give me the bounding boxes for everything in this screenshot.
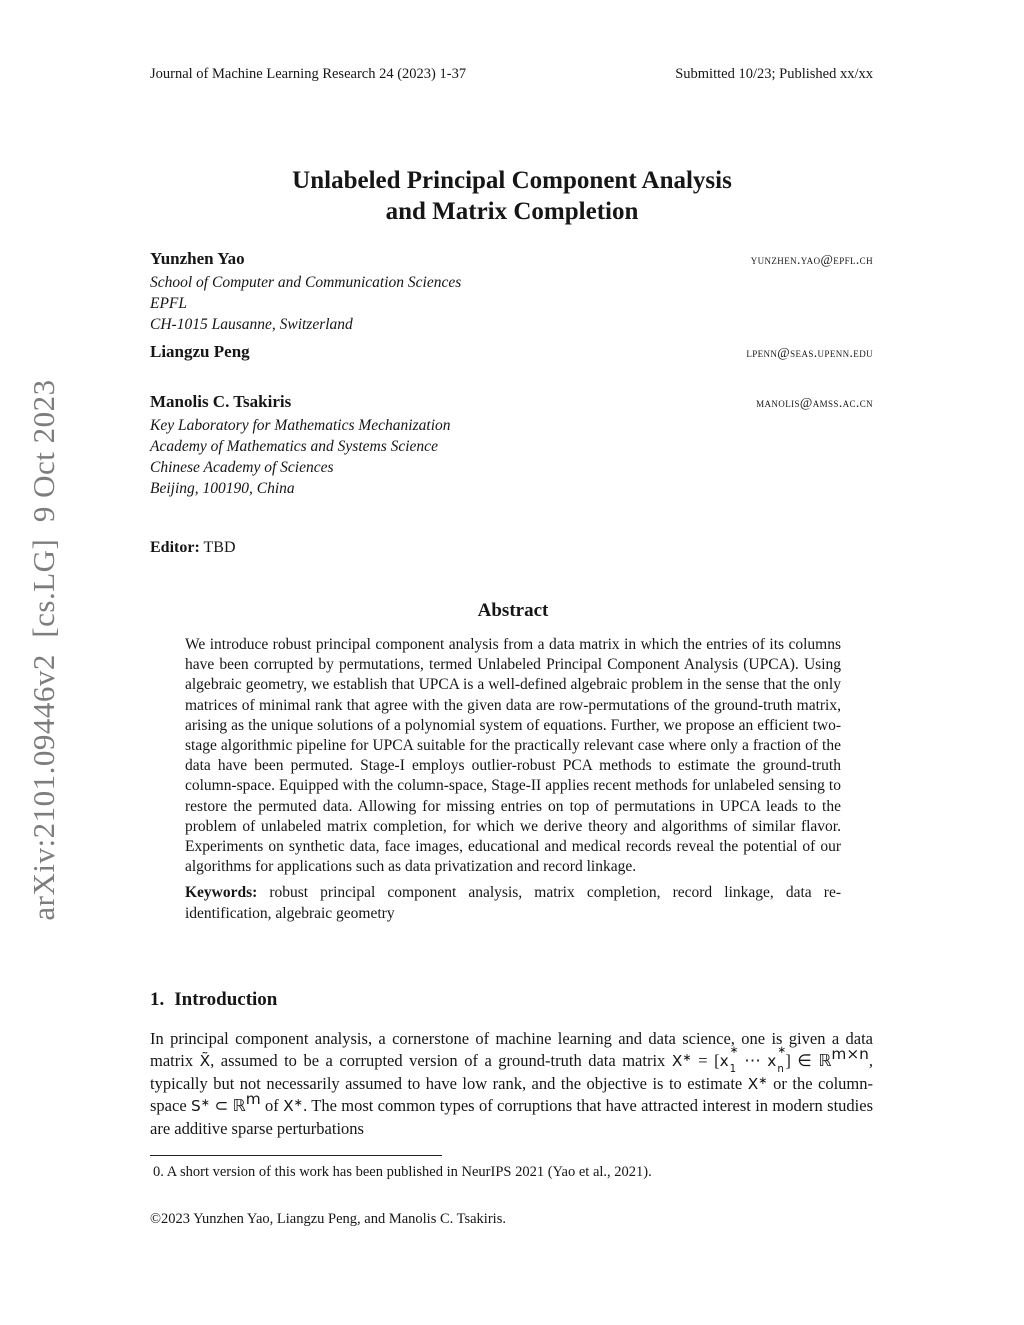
abstract-body: We introduce robust principal component … xyxy=(185,636,841,876)
affiliation-line: EPFL xyxy=(150,295,188,312)
section-number: 1. xyxy=(150,989,165,1010)
section-title: Introduction xyxy=(174,989,278,1010)
author-email: yunzhen.yao@epfl.ch xyxy=(750,252,873,267)
affiliation-line: Academy of Mathematics and Systems Scien… xyxy=(150,438,438,455)
affiliation-line: School of Computer and Communication Sci… xyxy=(150,274,462,291)
paper-title: Unlabeled Principal Component Analysis a… xyxy=(0,165,1024,227)
copyright-line: ©2023 Yunzhen Yao, Liangzu Peng, and Man… xyxy=(150,1211,506,1227)
author-affiliation: School of Computer and Communication Sci… xyxy=(150,272,873,335)
author-block: Manolis C. Tsakiris manolis@amss.ac.cn K… xyxy=(150,391,873,499)
authors-section: Yunzhen Yao yunzhen.yao@epfl.ch School o… xyxy=(150,248,873,557)
author-name: Manolis C. Tsakiris xyxy=(150,392,292,411)
author-block: Yunzhen Yao yunzhen.yao@epfl.ch School o… xyxy=(150,248,873,335)
keywords-label: Keywords: xyxy=(185,884,258,902)
editor-value: TBD xyxy=(203,539,236,556)
section-heading: 1. Introduction xyxy=(150,989,873,1011)
arxiv-watermark: arXiv:2101.09446v2 [cs.LG] 9 Oct 2023 xyxy=(26,379,61,921)
editor-label: Editor: xyxy=(150,539,200,556)
author-row: Liangzu Peng lpenn@seas.upenn.edu xyxy=(150,341,873,363)
author-email: lpenn@seas.upenn.edu xyxy=(746,345,873,360)
editor-line: Editor: TBD xyxy=(150,539,873,557)
running-header: Journal of Machine Learning Research 24 … xyxy=(150,66,873,83)
author-affiliation: Key Laboratory for Mathematics Mechaniza… xyxy=(150,415,873,499)
abstract-section: Abstract We introduce robust principal c… xyxy=(185,600,841,924)
title-line-2: and Matrix Completion xyxy=(385,198,639,225)
footnote: 0. A short version of this work has been… xyxy=(153,1164,652,1180)
author-email: manolis@amss.ac.cn xyxy=(756,395,873,410)
introduction-section: 1. Introduction In principal component an… xyxy=(150,989,873,1140)
title-line-1: Unlabeled Principal Component Analysis xyxy=(292,167,732,194)
affiliation-line: CH-1015 Lausanne, Switzerland xyxy=(150,316,353,333)
author-name: Yunzhen Yao xyxy=(150,249,245,268)
author-row: Manolis C. Tsakiris manolis@amss.ac.cn xyxy=(150,391,873,413)
affiliation-line: Chinese Academy of Sciences xyxy=(150,459,334,476)
keywords-line: Keywords: robust principal component anal… xyxy=(185,883,841,923)
intro-paragraph: In principal component analysis, a corne… xyxy=(150,1029,874,1138)
keywords-text: robust principal component analysis, mat… xyxy=(185,884,841,922)
author-name: Liangzu Peng xyxy=(150,342,250,361)
author-row: Yunzhen Yao yunzhen.yao@epfl.ch xyxy=(150,248,873,270)
journal-reference: Journal of Machine Learning Research 24 … xyxy=(150,66,467,82)
author-block: Liangzu Peng lpenn@seas.upenn.edu xyxy=(150,341,873,363)
footnote-rule xyxy=(150,1155,442,1156)
affiliation-line: Beijing, 100190, China xyxy=(150,480,295,497)
submission-info: Submitted 10/23; Published xx/xx xyxy=(675,66,873,82)
abstract-heading: Abstract xyxy=(477,600,549,621)
affiliation-line: Key Laboratory for Mathematics Mechaniza… xyxy=(150,417,451,434)
